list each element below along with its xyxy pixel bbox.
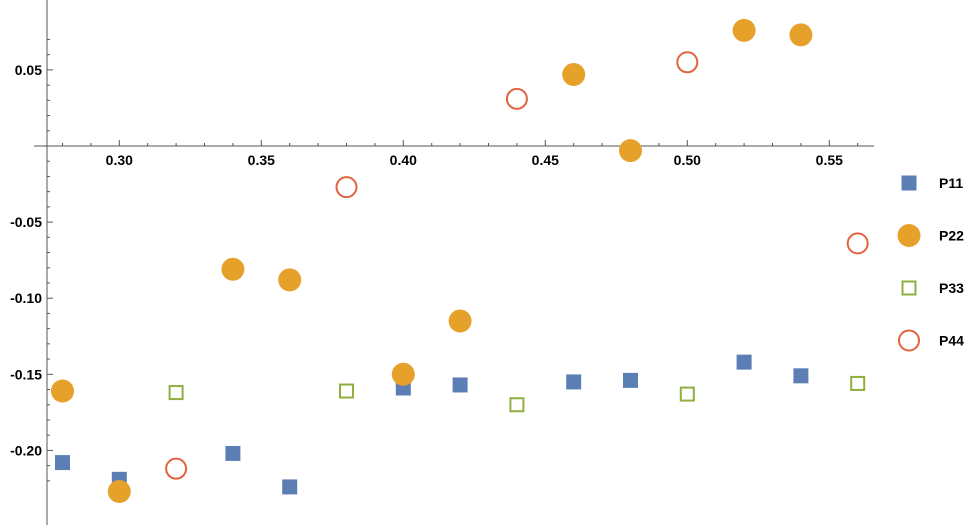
tick-labels: 0.30 0.35 0.40 0.45 0.50 0.55 0.05 -0.05 -0.10 -0… xyxy=(10,62,843,458)
legend: P11 P22 P33 P44 xyxy=(897,175,964,352)
legend-item-p11: P11 xyxy=(901,175,963,191)
data-point xyxy=(679,386,695,402)
data-point xyxy=(391,362,415,386)
data-point xyxy=(221,257,245,281)
legend-marker xyxy=(901,175,917,191)
y-tick-label: -0.15 xyxy=(10,366,42,382)
data-point xyxy=(736,354,752,370)
data-point xyxy=(339,383,354,399)
data-point xyxy=(789,23,813,47)
data-point xyxy=(225,445,241,461)
y-tick-label: -0.05 xyxy=(10,214,42,230)
data-point xyxy=(566,374,582,390)
data-point xyxy=(448,309,472,333)
y-tick-label: -0.10 xyxy=(10,290,42,306)
data-point xyxy=(335,176,358,199)
y-tick-label: -0.20 xyxy=(10,442,42,458)
x-tick-label: 0.55 xyxy=(816,152,843,168)
data-point xyxy=(562,62,586,86)
data-point xyxy=(732,18,756,42)
series-p22 xyxy=(51,18,813,503)
legend-marker xyxy=(901,280,917,296)
data-point xyxy=(850,375,866,391)
x-tick-label: 0.40 xyxy=(390,152,417,168)
y-tick-label: 0.05 xyxy=(15,62,42,78)
legend-marker xyxy=(898,329,920,352)
data-point xyxy=(278,268,302,292)
legend-label: P22 xyxy=(939,228,964,244)
legend-label: P44 xyxy=(939,333,964,349)
x-tick-label: 0.45 xyxy=(532,152,559,168)
data-marks xyxy=(51,18,869,503)
legend-label: P33 xyxy=(939,280,964,296)
data-point xyxy=(282,479,298,495)
data-point xyxy=(619,139,642,163)
data-point xyxy=(846,232,869,255)
series-p33 xyxy=(168,375,866,413)
data-point xyxy=(168,385,184,401)
legend-item-p44: P44 xyxy=(898,329,964,352)
data-point xyxy=(107,479,131,503)
data-point xyxy=(165,457,188,480)
data-point xyxy=(505,87,528,110)
data-point xyxy=(676,51,699,74)
data-point xyxy=(452,377,468,393)
data-point xyxy=(509,397,525,413)
x-tick-label: 0.35 xyxy=(248,152,275,168)
ticks xyxy=(47,38,859,482)
legend-label: P11 xyxy=(939,175,963,191)
legend-item-p22: P22 xyxy=(897,224,964,247)
data-point xyxy=(793,368,809,384)
x-tick-label: 0.50 xyxy=(674,152,701,168)
legend-marker xyxy=(897,224,921,247)
data-point xyxy=(623,372,638,388)
axes xyxy=(34,0,874,525)
data-point xyxy=(51,379,74,403)
x-tick-label: 0.30 xyxy=(106,152,133,168)
data-point xyxy=(55,455,70,471)
legend-item-p33: P33 xyxy=(901,280,964,296)
series-p44 xyxy=(165,51,869,480)
